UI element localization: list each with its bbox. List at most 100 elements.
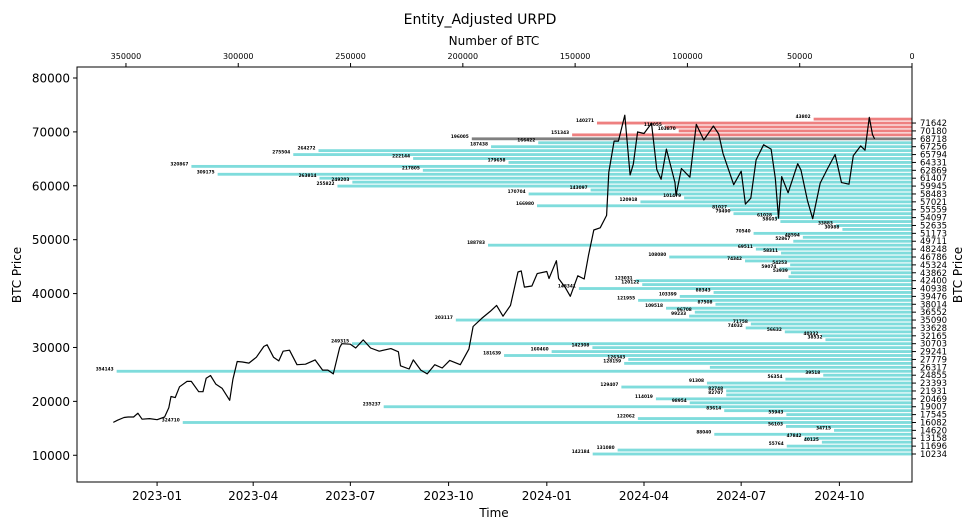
urpd-bar	[471, 137, 912, 141]
top-x-tick-label: 350000	[111, 52, 142, 61]
bar-value-label: 98954	[672, 398, 687, 404]
urpd-bar	[578, 287, 912, 290]
urpd-bar	[724, 409, 912, 413]
right-y-tick-label: 51173	[920, 229, 947, 239]
bar-value-label: 69511	[738, 244, 753, 250]
urpd-bar	[745, 259, 912, 263]
right-y-tick-label: 16082	[920, 418, 947, 428]
urpd-bar	[621, 385, 912, 389]
urpd-bar	[684, 196, 912, 200]
right-y-tick-label: 39476	[920, 292, 947, 302]
bar-value-label: 142184	[572, 449, 590, 455]
bar-value-label: 56632	[767, 327, 782, 333]
bar-value-label: 166422	[517, 138, 535, 144]
bar-value-label: 87508	[698, 299, 713, 305]
bar-value-label: 30988	[824, 224, 839, 230]
bar-value-label: 222144	[392, 154, 410, 160]
urpd-bar	[780, 220, 912, 223]
bar-value-label: 56103	[768, 421, 783, 427]
right-y-tick-label: 24855	[920, 371, 947, 381]
urpd-bar	[592, 346, 912, 350]
right-y-tick-label: 10234	[920, 450, 947, 460]
top-x-tick-label: 100000	[672, 52, 703, 61]
bar-value-label: 88343	[696, 287, 711, 293]
bar-value-label: 320867	[170, 161, 188, 167]
urpd-bar	[635, 279, 912, 283]
left-y-tick-label: 70000	[32, 125, 70, 139]
right-y-tick-label: 49711	[920, 237, 947, 247]
urpd-bar	[596, 121, 912, 125]
bar-value-label: 160460	[531, 347, 549, 353]
urpd-bar	[491, 145, 912, 149]
left-y-tick-label: 80000	[32, 71, 70, 85]
right-y-tick-label: 21931	[920, 387, 947, 397]
time-tick-label: 2023-07	[325, 489, 375, 503]
bar-value-label: 58603	[762, 217, 777, 223]
urpd-bar	[753, 231, 912, 235]
urpd-bar	[813, 117, 912, 121]
bar-value-label: 103399	[659, 291, 677, 297]
time-tick-label: 2024-07	[716, 489, 766, 503]
right-y-tick-label: 54097	[920, 214, 947, 224]
urpd-bar	[352, 342, 912, 346]
bar-value-label: 324710	[162, 417, 180, 423]
urpd-bar	[790, 271, 912, 275]
bar-value-label: 121955	[617, 295, 635, 301]
right-y-tick-label: 33628	[920, 324, 947, 334]
bar-value-label: 166980	[516, 201, 534, 207]
urpd-bar	[825, 338, 912, 342]
bar-value-label: 217805	[402, 165, 420, 171]
bar-value-label: 74342	[727, 256, 742, 262]
bar-value-label: 120918	[619, 197, 637, 203]
urpd-bar	[694, 310, 912, 314]
bar-value-label: 81027	[712, 205, 727, 211]
urpd-bar	[689, 314, 912, 318]
urpd-bar	[191, 164, 913, 168]
urpd-bar	[413, 157, 912, 160]
urpd-bar	[383, 405, 913, 409]
urpd-bar	[551, 350, 912, 353]
top-x-tick-label: 50000	[787, 52, 812, 61]
right-y-tick-label: 59945	[920, 182, 947, 192]
bar-value-label: 55764	[769, 441, 784, 447]
right-y-tick-label: 71642	[920, 119, 947, 129]
bar-value-label: 108080	[648, 252, 666, 258]
bar-value-label: 58311	[763, 248, 778, 254]
urpd-bar	[624, 361, 912, 365]
plot-frame	[76, 66, 913, 483]
urpd-bar	[116, 369, 912, 373]
urpd-bar	[669, 255, 912, 259]
right-y-tick-label: 65794	[920, 151, 947, 161]
bar-value-label: 354143	[96, 366, 114, 372]
bar-value-label: 309175	[197, 169, 215, 175]
urpd-bar	[664, 125, 912, 129]
urpd-bar	[678, 129, 912, 133]
urpd-bar	[802, 235, 912, 239]
right-y-tick-label: 57021	[920, 198, 947, 208]
right-y-tick-label: 61407	[920, 174, 947, 184]
bar-value-label: 249315	[331, 339, 349, 345]
urpd-bar	[842, 228, 912, 231]
urpd-bar	[689, 401, 912, 405]
urpd-bar	[572, 133, 912, 137]
bar-value-label: 255822	[317, 181, 335, 187]
urpd-bar	[726, 389, 912, 393]
right-y-tick-label: 40938	[920, 285, 947, 295]
bar-value-label: 55943	[768, 410, 783, 416]
right-y-tick-label: 43862	[920, 269, 947, 279]
right-y-tick-label: 29241	[920, 348, 947, 358]
urpd-bar	[319, 176, 912, 180]
time-tick-label: 2024-04	[619, 489, 669, 503]
bar-value-label: 43802	[796, 114, 811, 120]
bar-value-label: 196005	[451, 134, 469, 140]
right-y-tick-label: 23393	[920, 379, 947, 389]
urpd-bar	[318, 149, 912, 153]
bar-value-label: 179658	[488, 157, 506, 163]
urpd-bar	[821, 334, 912, 338]
bar-value-label: 131080	[597, 445, 615, 451]
bar-value-label: 40125	[804, 437, 819, 443]
bar-value-label: 39518	[805, 370, 820, 376]
bar-value-label: 128159	[603, 358, 621, 364]
